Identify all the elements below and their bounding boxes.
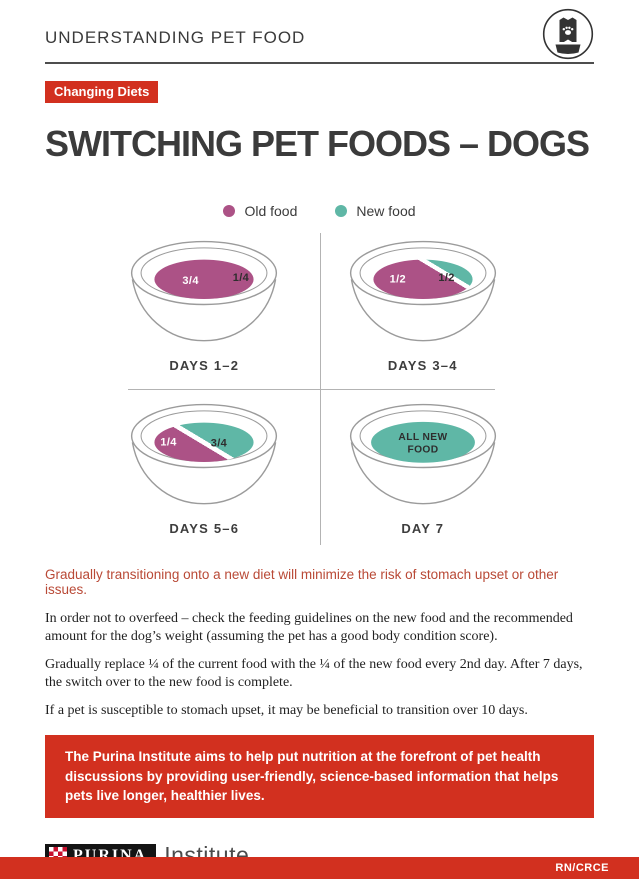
old-portion-label: 1/4 [161, 436, 178, 448]
body-paragraph-2: Gradually replace ¼ of the current food … [45, 656, 583, 691]
body-paragraph-1: In order not to overfeed – check the fee… [45, 611, 573, 645]
section-badge: Changing Diets [45, 81, 159, 103]
bowl-days-1-2-diagram: 3/4 1/4 [131, 240, 278, 342]
bowl-caption: DAY 7 [401, 521, 445, 536]
old-portion-label: 3/4 [183, 275, 200, 287]
bowl-caption: DAYS 1–2 [169, 358, 240, 373]
bowl-caption: DAYS 5–6 [169, 521, 240, 536]
legend-label-old: Old food [244, 203, 298, 219]
new-food-swatch [335, 205, 348, 217]
new-portion-label: 3/4 [211, 437, 228, 449]
quadrant-days-1-2: 3/4 1/4 DAYS 1–2 [45, 233, 320, 389]
legend-item-old-food: Old food [223, 203, 297, 219]
document-title: UNDERSTANDING PET FOOD [45, 28, 306, 47]
old-portion-label: 1/2 [389, 273, 405, 285]
mission-callout: The Purina Institute aims to help put nu… [45, 735, 594, 819]
body-paragraph-3: If a pet is susceptible to stomach upset… [45, 702, 528, 718]
transition-diagram: 3/4 1/4 DAYS 1–2 [45, 233, 594, 545]
bowl-caption: DAYS 3–4 [387, 358, 458, 373]
quadrant-day-7: ALL NEW FOOD DAY 7 [320, 389, 595, 545]
pet-food-icon [542, 8, 594, 65]
header-divider [45, 62, 594, 64]
page-header: UNDERSTANDING PET FOOD [0, 0, 639, 62]
bowl-days-3-4-diagram: 1/2 1/2 [349, 240, 496, 342]
all-new-food-label-line1: ALL NEW [398, 432, 447, 443]
bowl-days-5-6-diagram: 1/4 3/4 [131, 403, 278, 505]
legend-item-new-food: New food [335, 203, 416, 219]
all-new-food-label-line2: FOOD [407, 445, 438, 456]
page-title: SWITCHING PET FOODS – DOGS [45, 123, 590, 164]
new-portion-label: 1/2 [438, 272, 454, 284]
horizontal-divider [128, 389, 495, 390]
quadrant-days-3-4: 1/2 1/2 DAYS 3–4 [320, 233, 595, 389]
document-code: RN/CRCE [555, 862, 609, 874]
footer-bar: RN/CRCE [0, 857, 639, 879]
highlight-sentence: Gradually transitioning onto a new diet … [45, 567, 559, 597]
quadrant-days-5-6: 1/4 3/4 DAYS 5–6 [45, 389, 320, 545]
legend-label-new: New food [356, 203, 416, 219]
bowl-day-7-diagram: ALL NEW FOOD [349, 403, 496, 505]
legend: Old food New food [0, 203, 639, 219]
new-portion-label: 1/4 [233, 272, 250, 284]
old-food-swatch [223, 205, 236, 217]
